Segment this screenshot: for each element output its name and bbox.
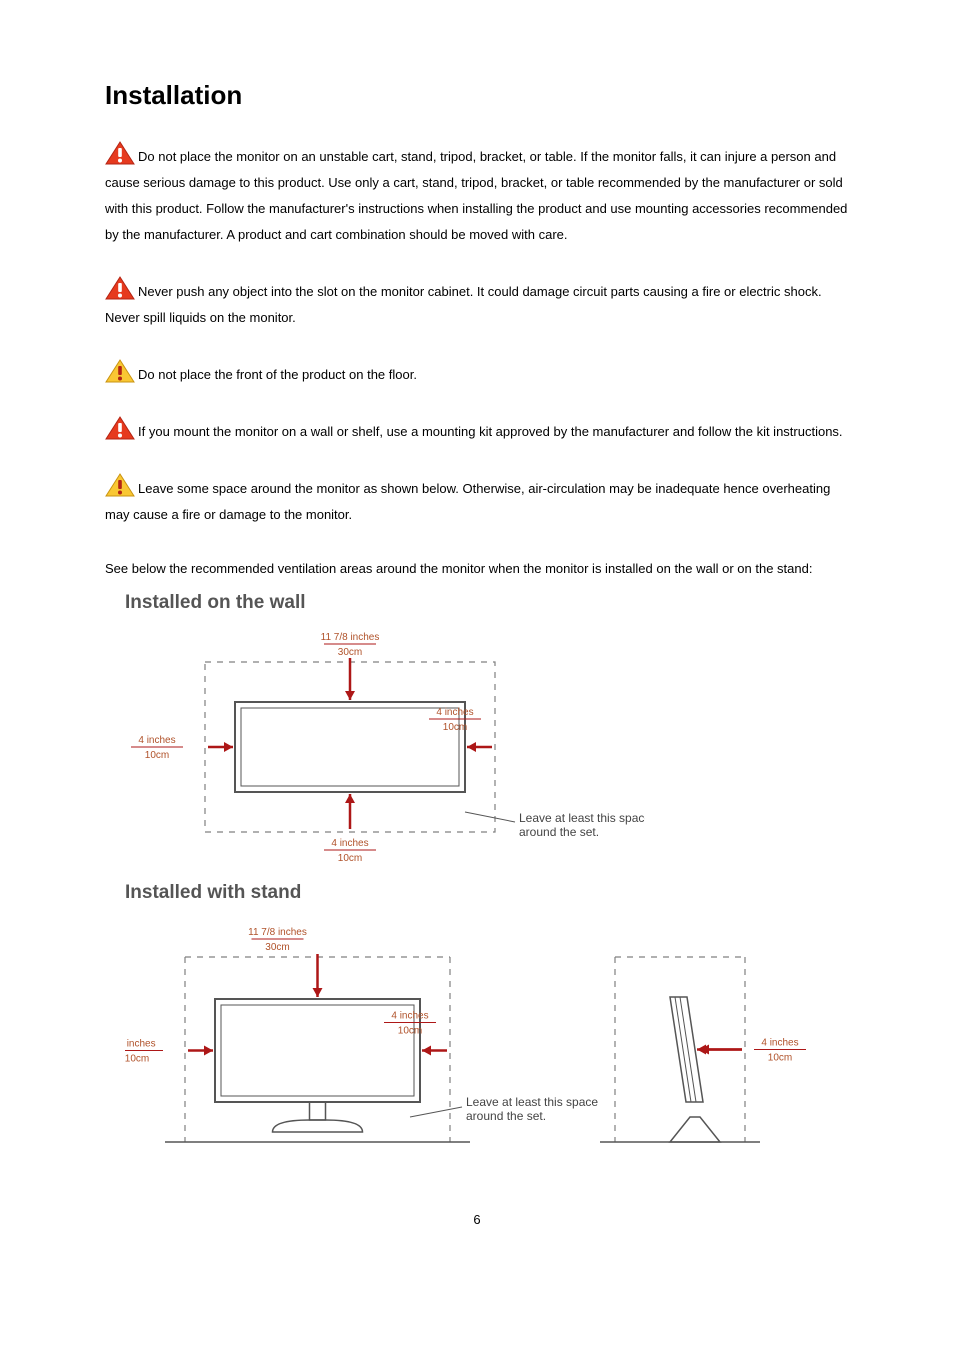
warning-text: If you mount the monitor on a wall or sh…: [138, 424, 843, 439]
warning-triangle-icon: [105, 141, 135, 165]
diagram1-title: Installed on the wall: [125, 592, 849, 614]
svg-text:4 inches: 4 inches: [125, 1039, 156, 1050]
diagram-stand: 11 7/8 inches 30cm 4 inches 10cm 4 inche…: [125, 912, 849, 1162]
svg-text:4 inches: 4 inches: [761, 1038, 798, 1049]
warning-triangle-icon: [105, 473, 135, 497]
warning-text: Leave some space around the monitor as s…: [105, 481, 830, 522]
warning-item: Do not place the front of the product on…: [105, 359, 849, 388]
svg-text:30cm: 30cm: [338, 647, 362, 658]
svg-text:4 inches: 4 inches: [436, 707, 473, 718]
svg-text:10cm: 10cm: [443, 722, 467, 733]
svg-text:10cm: 10cm: [768, 1053, 792, 1064]
svg-text:10cm: 10cm: [398, 1026, 422, 1037]
warning-triangle-icon: [105, 359, 135, 383]
svg-text:around the set.: around the set.: [466, 1109, 546, 1123]
diagram2-title: Installed with stand: [125, 882, 849, 904]
svg-text:11 7/8 inches: 11 7/8 inches: [248, 927, 307, 938]
svg-text:10cm: 10cm: [338, 853, 362, 864]
svg-text:4 inches: 4 inches: [391, 1011, 428, 1022]
warning-text: Do not place the front of the product on…: [138, 367, 417, 382]
warning-text: Never push any object into the slot on t…: [105, 284, 822, 325]
svg-text:30cm: 30cm: [265, 942, 289, 953]
svg-text:Leave at least this space: Leave at least this space: [519, 811, 645, 825]
svg-text:4 inches: 4 inches: [138, 735, 175, 746]
svg-text:11 7/8 inches: 11 7/8 inches: [321, 632, 380, 643]
warning-triangle-icon: [105, 276, 135, 300]
warning-item: Never push any object into the slot on t…: [105, 276, 849, 331]
svg-text:around the set.: around the set.: [519, 825, 599, 839]
page-title: Installation: [105, 80, 849, 111]
svg-text:Leave at least this space: Leave at least this space: [466, 1095, 598, 1109]
warning-text: Do not place the monitor on an unstable …: [105, 149, 847, 242]
intro-text: See below the recommended ventilation ar…: [105, 556, 849, 582]
warning-item: If you mount the monitor on a wall or sh…: [105, 416, 849, 445]
page-number: 6: [105, 1212, 849, 1227]
warning-item: Do not place the monitor on an unstable …: [105, 141, 849, 248]
svg-text:10cm: 10cm: [125, 1054, 149, 1065]
svg-text:4 inches: 4 inches: [331, 838, 368, 849]
warning-item: Leave some space around the monitor as s…: [105, 473, 849, 528]
diagram-wall: 11 7/8 inches 30cm 4 inches 10cm 4 inche…: [125, 622, 849, 872]
warning-triangle-icon: [105, 416, 135, 440]
svg-text:10cm: 10cm: [145, 750, 169, 761]
